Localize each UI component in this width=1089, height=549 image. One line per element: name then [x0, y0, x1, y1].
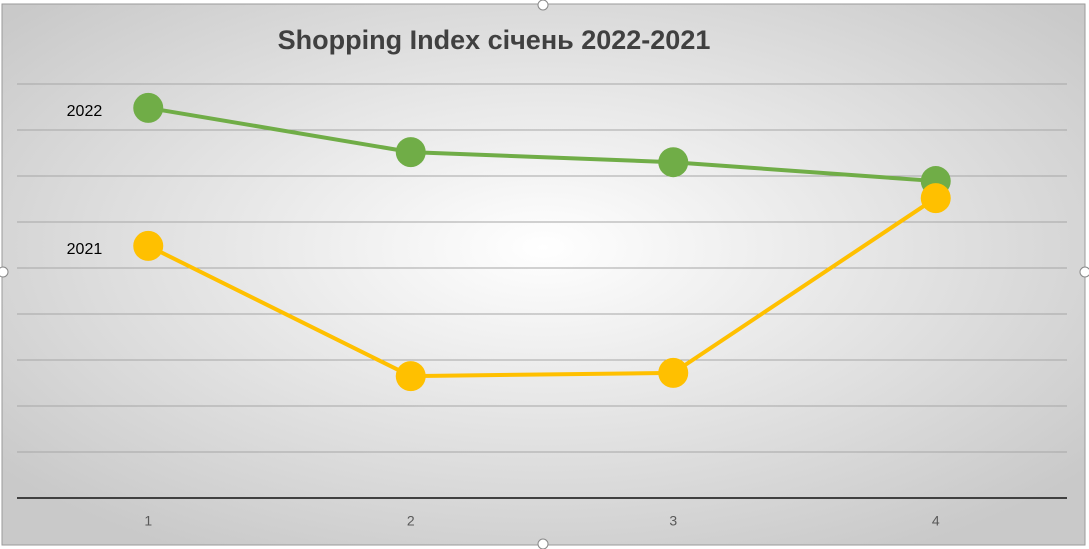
data-point	[395, 361, 426, 392]
data-point	[658, 357, 689, 388]
x-tick-label: 2	[407, 513, 415, 529]
series-line	[147, 105, 936, 184]
data-point	[133, 230, 164, 261]
x-tick-label: 1	[144, 513, 152, 529]
series-label: 2021	[67, 241, 103, 258]
x-tick-label: 3	[669, 513, 677, 529]
resize-handle[interactable]	[1079, 266, 1089, 278]
data-point	[133, 92, 164, 123]
series-line	[147, 196, 937, 379]
resize-handle[interactable]	[537, 0, 549, 11]
data-point	[658, 147, 689, 178]
data-point	[920, 183, 951, 214]
resize-handle[interactable]	[537, 538, 549, 549]
series-label: 2022	[67, 103, 103, 120]
resize-handle[interactable]	[0, 266, 9, 278]
chart-area	[1, 3, 1086, 546]
plot-area: 1 2 3 4 2022 2021	[17, 83, 1067, 529]
x-tick-label: 4	[932, 513, 940, 529]
data-point	[395, 137, 426, 168]
chart-title: Shopping Index січень 2022-2021	[278, 25, 711, 55]
